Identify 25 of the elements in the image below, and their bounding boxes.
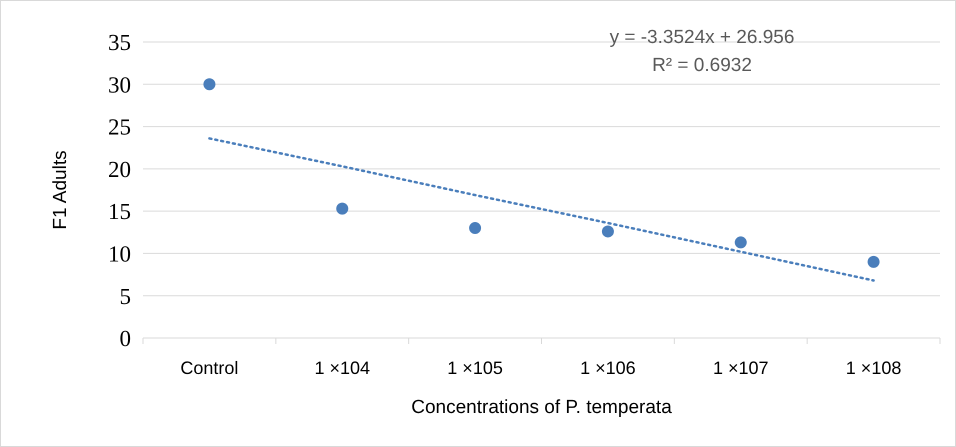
x-tick-label: 1 ×106 [580, 358, 636, 378]
y-tick-label: 10 [108, 241, 131, 266]
annotation: R² = 0.6932 [652, 55, 752, 76]
y-tick-label: 15 [108, 199, 131, 224]
x-tick-label: 1 ×107 [712, 358, 769, 378]
annotation: y = -3.3524x + 26.956 [610, 27, 794, 48]
x-axis-title: Concentrations of P. temperata [411, 397, 672, 418]
point [203, 78, 216, 90]
y-tick-label: 5 [120, 284, 131, 309]
y-axis-title: F1 Adults [50, 150, 71, 230]
point [868, 256, 880, 268]
y-tick-label: 25 [108, 114, 131, 140]
x-tick-label: 1 ×105 [447, 358, 503, 378]
y-tick-label: 20 [108, 156, 131, 182]
point [734, 236, 747, 248]
point [602, 225, 614, 238]
point [336, 202, 348, 215]
x-tick-label: 1 ×108 [846, 358, 902, 378]
point [469, 222, 482, 234]
y-tick-label: 0 [120, 326, 131, 352]
line-series [208, 137, 875, 282]
x-tick-label: 1 ×104 [314, 358, 370, 378]
y-tick-label: 30 [108, 72, 131, 98]
y-tick-label: 35 [108, 30, 131, 56]
x-tick-label: Control [180, 358, 238, 378]
